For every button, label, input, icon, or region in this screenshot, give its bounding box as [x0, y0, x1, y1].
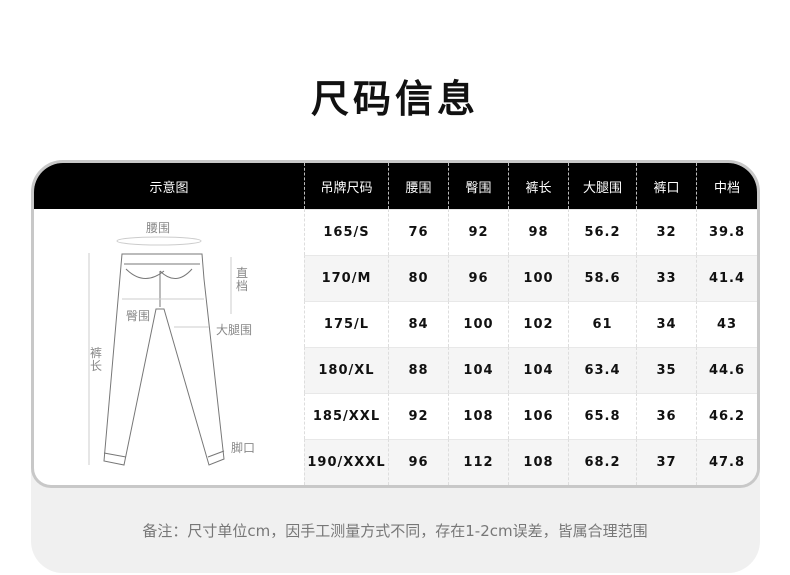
table-cell: 68.2 [568, 439, 636, 485]
note-text: 备注：尺寸单位cm，因手工测量方式不同，存在1-2cm误差，皆属合理范围 [142, 522, 648, 540]
table-cell: 96 [388, 439, 448, 485]
table-cell: 44.6 [696, 347, 757, 393]
table-cell: 170/M [304, 255, 388, 301]
table-cell: 96 [448, 255, 508, 301]
diagram-header: 示意图 [149, 180, 189, 196]
page-title: 尺码信息 [310, 77, 479, 121]
table-cell: 190/XXXL [304, 439, 388, 485]
column-header: 腰围 [388, 163, 448, 209]
label-hip: 臀围 [126, 309, 151, 323]
table-cell: 34 [636, 301, 696, 347]
table-cell: 58.6 [568, 255, 636, 301]
table-cell: 84 [388, 301, 448, 347]
size-table: 示意图 吊牌尺码 腰围 臀围 裤长 大腿围 裤口 中档 165/S 76 92 98 56.2 32 39… [31, 160, 760, 488]
column-header: 臀围 [448, 163, 508, 209]
table-cell: 108 [508, 439, 568, 485]
label-thigh: 大腿围 [216, 323, 253, 337]
table-cell: 106 [508, 393, 568, 439]
column-header: 裤口 [636, 163, 696, 209]
table-cell: 36 [636, 393, 696, 439]
table-cell: 41.4 [696, 255, 757, 301]
column-header: 裤长 [508, 163, 568, 209]
table-cell: 37 [636, 439, 696, 485]
label-waist: 腰围 [146, 221, 171, 235]
column-header: 大腿围 [568, 163, 636, 209]
table-cell: 98 [508, 209, 568, 255]
table-cell: 43 [696, 301, 757, 347]
pants-illustration [88, 236, 232, 466]
table-cell: 102 [508, 301, 568, 347]
column-header: 中档 [696, 163, 757, 209]
table-cell: 61 [568, 301, 636, 347]
table-cell: 80 [388, 255, 448, 301]
table-cell: 112 [448, 439, 508, 485]
pants-diagram: 腰围 直档 臀围 大腿围 裤长 脚口 [34, 209, 304, 485]
table-cell: 185/XXL [304, 393, 388, 439]
table-cell: 63.4 [568, 347, 636, 393]
table-cell: 104 [448, 347, 508, 393]
table-cell: 56.2 [568, 209, 636, 255]
label-length: 裤长 [90, 346, 103, 373]
table-cell: 100 [448, 301, 508, 347]
table-cell: 108 [448, 393, 508, 439]
table-cell: 92 [448, 209, 508, 255]
table-cell: 92 [388, 393, 448, 439]
table-cell: 100 [508, 255, 568, 301]
table-cell: 180/XL [304, 347, 388, 393]
table-cell: 165/S [304, 209, 388, 255]
table-cell: 47.8 [696, 439, 757, 485]
table-cell: 33 [636, 255, 696, 301]
table-cell: 46.2 [696, 393, 757, 439]
label-rise: 直档 [236, 266, 249, 293]
table-cell: 39.8 [696, 209, 757, 255]
table-cell: 65.8 [568, 393, 636, 439]
label-hem: 脚口 [231, 441, 256, 455]
table-cell: 35 [636, 347, 696, 393]
table-cell: 104 [508, 347, 568, 393]
table-cell: 32 [636, 209, 696, 255]
table-cell: 88 [388, 347, 448, 393]
column-header: 吊牌尺码 [304, 163, 388, 209]
table-cell: 175/L [304, 301, 388, 347]
table-cell: 76 [388, 209, 448, 255]
